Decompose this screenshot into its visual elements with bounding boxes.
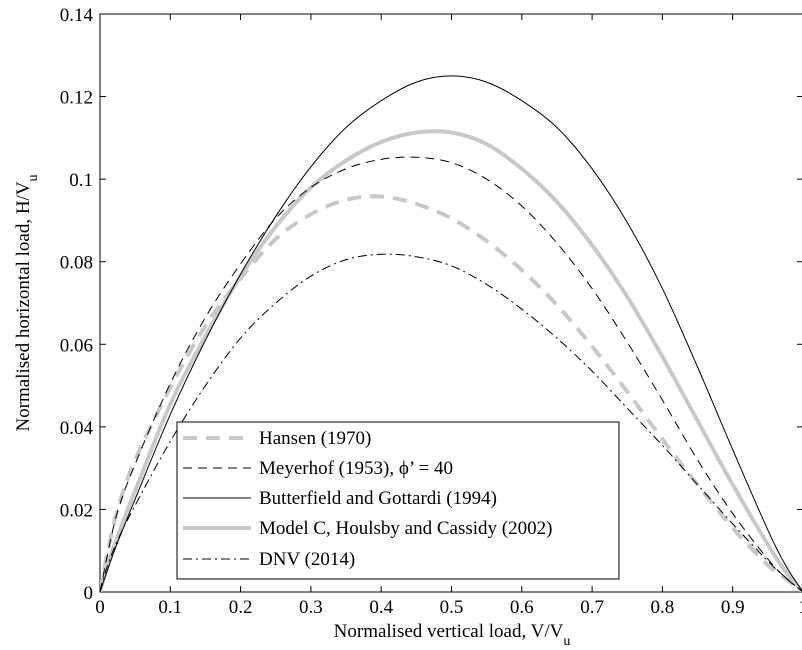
x-tick-label: 0.1: [158, 597, 182, 618]
x-tick-label: 0.4: [369, 597, 393, 618]
series-line-2: [100, 75, 802, 592]
y-tick-label: 0.08: [60, 253, 93, 274]
x-tick-label: 0.8: [651, 597, 675, 618]
legend-label-2: Butterfield and Gottardi (1994): [259, 488, 497, 509]
x-axis-label: Normalised vertical load, V/Vu: [334, 621, 571, 649]
legend: Hansen (1970) Meyerhof (1953), ϕ’ = 40 But…: [176, 421, 620, 580]
x-tick-label: 0.5: [440, 597, 464, 618]
x-axis: 0 0.1 0.2 0.3 0.4 0.5 0.6 0.7 0.8 0.9 1: [95, 14, 802, 618]
x-tick-label: 0: [95, 597, 105, 618]
x-tick-label: 0.6: [510, 597, 534, 618]
legend-label-4: DNV (2014): [259, 549, 355, 570]
y-axis-label: Normalised horizontal load, H/Vu: [13, 174, 41, 431]
x-tick-label: 1: [798, 597, 802, 618]
y-tick-label: 0.1: [69, 170, 93, 191]
x-tick-label: 0.7: [580, 597, 604, 618]
series-line-1: [100, 156, 802, 592]
x-tick-label: 0.2: [229, 597, 253, 618]
legend-label-3: Model C, Houlsby and Cassidy (2002): [259, 518, 552, 539]
y-tick-label: 0.06: [60, 335, 93, 356]
legend-label-1: Meyerhof (1953), ϕ’ = 40: [259, 458, 453, 479]
legend-label-0: Hansen (1970): [259, 428, 371, 449]
series-line-4: [100, 253, 802, 592]
legend-box: [176, 421, 620, 580]
y-tick-label: 0.02: [60, 500, 93, 521]
series-layer: [100, 75, 802, 592]
y-tick-label: 0.04: [60, 418, 94, 439]
y-tick-label: 0: [84, 583, 94, 604]
y-tick-label: 0.14: [60, 5, 94, 26]
y-tick-label: 0.12: [60, 88, 93, 109]
x-tick-label: 0.9: [721, 597, 745, 618]
y-axis: 0 0.02 0.04 0.06 0.08 0.1 0.12 0.14: [60, 5, 802, 604]
x-tick-label: 0.3: [299, 597, 323, 618]
series-line-3: [100, 129, 802, 592]
